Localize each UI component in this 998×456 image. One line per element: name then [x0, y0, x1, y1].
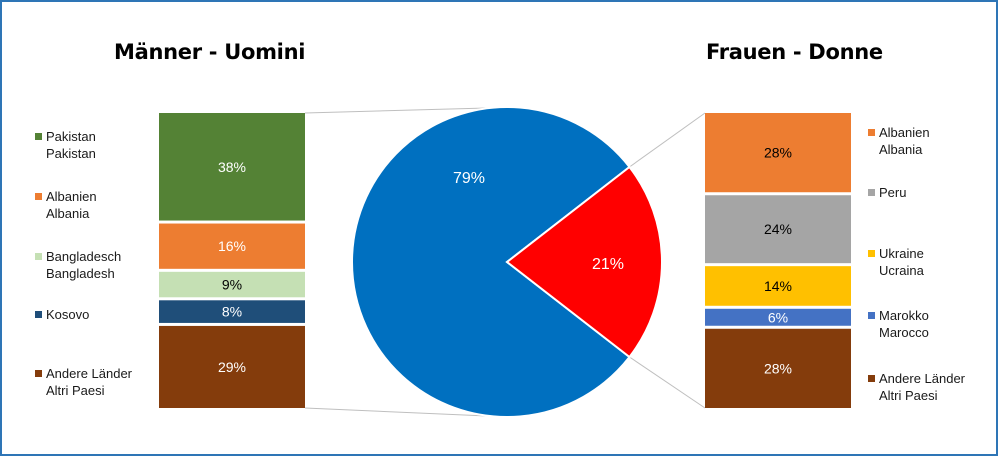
right-legend-marker-1: [868, 189, 875, 196]
right-bar-segment-2: [705, 266, 851, 306]
right-legend-marker-0: [868, 129, 875, 136]
left-legend-label-1-0: Albanien: [46, 189, 97, 204]
right-legend-label-2-1: Ucraina: [879, 263, 925, 278]
left-bar-segment-4: [159, 325, 305, 408]
right-legend-label-0-1: Albania: [879, 142, 923, 157]
connector-line-right-top: [629, 112, 706, 168]
left-legend-label-0-1: Pakistan: [46, 146, 96, 161]
left-legend-marker-1: [35, 193, 42, 200]
connector-line-left-bottom: [304, 407, 488, 417]
right-legend-marker-4: [868, 375, 875, 382]
pie-label-men: 79%: [453, 170, 485, 187]
pie-slice-women: [505, 165, 663, 359]
left-bar-segment-3: [159, 300, 305, 323]
left-chart-title: Männer - Uomini: [114, 40, 306, 64]
left-legend-marker-3: [35, 311, 42, 318]
right-legend-label-0-0: Albanien: [879, 125, 930, 140]
right-legend-label-4-0: Andere Länder: [879, 371, 966, 386]
right-legend-label-3-0: Marokko: [879, 308, 929, 323]
left-bar-segment-1: [159, 223, 305, 269]
left-legend-marker-2: [35, 253, 42, 260]
right-bar-segment-3: [705, 308, 851, 326]
left-legend-marker-0: [35, 133, 42, 140]
left-bar-label-1: 16%: [218, 238, 246, 254]
left-legend-label-2-0: Bangladesch: [46, 249, 121, 264]
right-legend-marker-3: [868, 312, 875, 319]
left-bar-label-0: 38%: [218, 159, 246, 175]
left-bar-label-2: 9%: [222, 277, 242, 293]
right-bar-label-4: 28%: [764, 360, 792, 376]
pie-label-women: 21%: [592, 256, 624, 273]
right-legend-label-1-0: Peru: [879, 185, 906, 200]
right-bar-label-2: 14%: [764, 278, 792, 294]
left-bar-label-4: 29%: [218, 359, 246, 375]
left-legend-label-4-1: Altri Paesi: [46, 383, 105, 398]
right-legend-label-2-0: Ukraine: [879, 246, 924, 261]
right-bar-label-0: 28%: [764, 145, 792, 161]
right-bar-label-3: 6%: [768, 309, 788, 325]
left-legend-marker-4: [35, 370, 42, 377]
right-legend-label-3-1: Marocco: [879, 325, 929, 340]
connector-line-right-bottom: [629, 356, 706, 409]
left-legend-label-0-0: Pakistan: [46, 129, 96, 144]
left-legend-label-4-0: Andere Länder: [46, 366, 133, 381]
connector-line-left-top: [304, 107, 488, 114]
left-bar-label-3: 8%: [222, 304, 242, 320]
left-legend-label-2-1: Bangladesh: [46, 266, 115, 281]
left-legend-label-1-1: Albania: [46, 206, 90, 221]
right-bar-label-1: 24%: [764, 221, 792, 237]
right-bar-segment-4: [705, 328, 851, 408]
right-legend-label-4-1: Altri Paesi: [879, 388, 938, 403]
left-bar-segment-0: [159, 113, 305, 221]
left-bar-segment-2: [159, 271, 305, 298]
pie-slice-men: [351, 106, 631, 418]
right-bar-segment-1: [705, 195, 851, 264]
right-bar-segment-0: [705, 113, 851, 193]
left-legend-label-3-0: Kosovo: [46, 307, 89, 322]
right-chart-title: Frauen - Donne: [706, 40, 883, 64]
right-legend-marker-2: [868, 250, 875, 257]
